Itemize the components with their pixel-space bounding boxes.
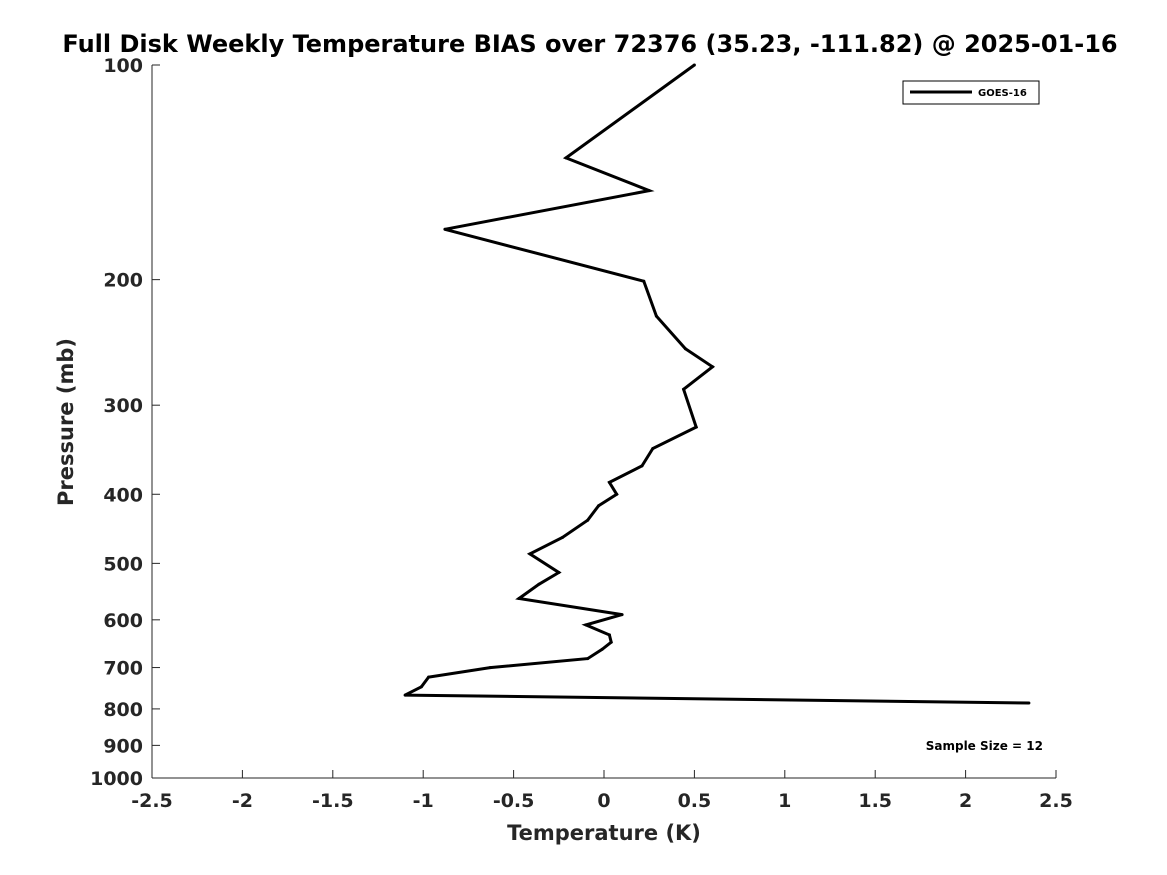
y-tick-label: 700: [103, 658, 143, 680]
data-point: [620, 613, 624, 617]
x-axis-label: Temperature (K): [507, 821, 701, 845]
data-point: [560, 536, 564, 539]
y-tick-label: 300: [103, 395, 143, 417]
x-tick-label: -0.5: [493, 790, 535, 812]
data-point: [419, 685, 423, 689]
x-tick-label: 1: [778, 790, 791, 812]
data-point: [683, 347, 687, 351]
x-tick-label: 0.5: [678, 790, 712, 812]
legend: GOES-16: [902, 80, 1040, 105]
data-point: [682, 387, 686, 391]
data-point: [654, 314, 658, 318]
x-tick-label: 0: [597, 790, 610, 812]
data-point: [586, 657, 590, 661]
data-point: [609, 640, 613, 644]
data-point: [600, 647, 604, 651]
x-tick-label: -2.5: [131, 790, 173, 812]
data-point: [586, 518, 590, 522]
series-line-goes-16: [404, 63, 1029, 705]
data-point: [528, 552, 532, 556]
data-point: [403, 693, 407, 697]
data-point: [584, 623, 588, 627]
y-tick-label: 1000: [90, 768, 143, 790]
sample-size-annotation: Sample Size = 12: [926, 739, 1043, 753]
y-tick-label: 400: [103, 484, 143, 506]
x-tick-label: -1: [413, 790, 434, 812]
y-tick-label: 900: [103, 735, 143, 757]
plot-area: [152, 65, 1056, 778]
data-point: [564, 156, 568, 160]
data-point: [443, 227, 447, 231]
y-tick-label: 800: [103, 699, 143, 721]
y-ticks: 100 200 300 400 500 600 700 800 900 1000: [90, 55, 160, 790]
chart-title: Full Disk Weekly Temperature BIAS over 7…: [62, 30, 1117, 58]
data-point: [557, 571, 561, 574]
data-point: [1027, 701, 1031, 705]
y-tick-label: 500: [103, 553, 143, 575]
data-point: [647, 189, 651, 193]
series-points: [403, 63, 1031, 705]
data-point: [642, 279, 646, 283]
legend-label: GOES-16: [978, 88, 1027, 99]
data-point: [517, 597, 521, 600]
x-tick-label: 2.5: [1039, 790, 1073, 812]
data-point: [692, 63, 696, 67]
data-point: [607, 633, 611, 637]
x-tick-label: -2: [232, 790, 253, 812]
data-point: [694, 425, 698, 429]
data-point: [427, 675, 431, 679]
data-point: [537, 582, 541, 586]
x-tick-label: -1.5: [312, 790, 354, 812]
data-point: [597, 504, 601, 508]
data-point: [488, 666, 492, 670]
data-point: [651, 447, 655, 450]
data-point: [615, 492, 619, 496]
y-tick-label: 100: [103, 55, 143, 77]
data-point: [607, 480, 611, 484]
y-tick-label: 600: [103, 610, 143, 632]
data-point: [640, 464, 644, 468]
y-tick-label: 200: [103, 270, 143, 292]
x-ticks: -2.5 -2 -1.5 -1 -0.5 0 0.5 1 1.5 2 2.5: [131, 770, 1073, 812]
x-tick-label: 2: [959, 790, 972, 812]
x-tick-label: 1.5: [858, 790, 892, 812]
data-point: [711, 365, 714, 369]
y-axis-label: Pressure (mb): [54, 338, 78, 506]
